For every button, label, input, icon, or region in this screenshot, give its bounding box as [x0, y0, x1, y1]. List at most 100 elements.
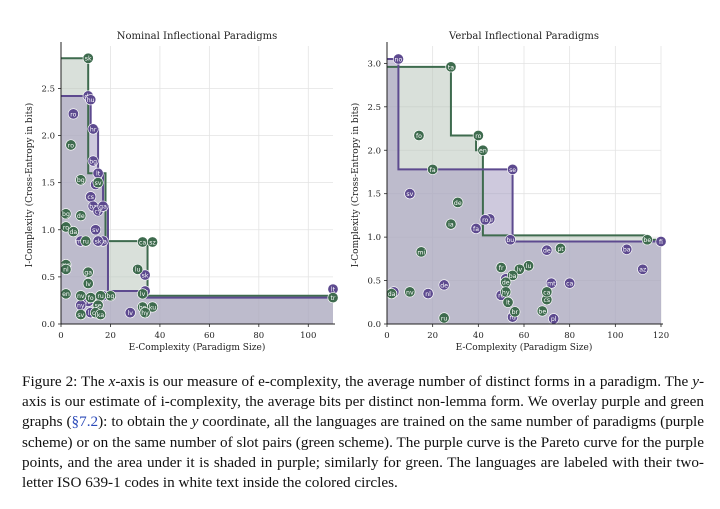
purple-point: [85, 94, 97, 106]
point-label: nl: [425, 291, 431, 298]
green-point: [80, 235, 92, 247]
green-point: [65, 139, 77, 151]
point-label: lv: [517, 267, 523, 274]
point-label: pl: [551, 316, 557, 323]
green-point: [327, 292, 339, 304]
purple-point: [92, 235, 104, 247]
x-tick-label: 80: [253, 331, 264, 341]
green-point: [132, 263, 144, 275]
caption-math-x: x: [108, 373, 116, 390]
point-label: ru: [97, 293, 104, 300]
purple-point: [504, 234, 516, 246]
point-label: ia: [448, 221, 454, 228]
point-label: de: [440, 282, 448, 289]
green-point: [502, 296, 514, 308]
point-label: fr: [499, 265, 504, 272]
chart-title: Verbal Inflectional Paradigms: [448, 31, 599, 42]
y-tick-label: 2.0: [367, 146, 381, 156]
point-label: lt: [96, 171, 101, 178]
purple-point: [507, 163, 519, 175]
nominal-chart: dehurohrbgltslcsbacygasvdaskmnsklvfifony…: [24, 31, 339, 353]
purple-point: [545, 277, 557, 289]
purple-point: [621, 243, 633, 255]
y-tick-label: 3.0: [367, 59, 381, 69]
point-label: ro: [498, 293, 504, 300]
x-tick-label: 120: [653, 331, 669, 341]
point-label: de: [77, 213, 85, 220]
point-label: lu: [135, 267, 141, 274]
green-point: [137, 288, 149, 300]
purple-point: [438, 279, 450, 291]
point-label: da: [388, 291, 396, 298]
point-label: en: [62, 291, 70, 298]
green-point: [82, 266, 94, 278]
point-label: fa: [473, 226, 479, 233]
purple-point: [541, 244, 553, 256]
point-label: ba: [509, 273, 517, 280]
x-tick-label: 100: [300, 331, 316, 341]
point-label: ga: [99, 204, 107, 211]
point-label: ba: [623, 247, 631, 254]
point-label: lv: [86, 281, 92, 288]
purple-point: [87, 123, 99, 135]
caption-text: Figure 2: The: [22, 373, 109, 390]
point-label: az: [639, 267, 646, 274]
point-label: ka: [97, 312, 104, 319]
x-tick-label: 40: [154, 331, 165, 341]
point-label: pt: [557, 246, 564, 253]
point-label: ru: [441, 315, 448, 322]
y-tick-label: 0.0: [41, 320, 55, 330]
point-label: ba: [89, 204, 97, 211]
y-tick-label: 1.5: [367, 190, 381, 200]
point-label: sv: [95, 180, 102, 187]
figure-caption: Figure 2: The x-axis is our measure of e…: [22, 372, 704, 493]
green-point: [536, 305, 548, 317]
section-reference-link[interactable]: §7.2: [71, 413, 99, 431]
purple-point: [422, 288, 434, 300]
point-label: ca: [566, 281, 573, 288]
purple-point: [470, 222, 482, 234]
point-label: fa: [430, 167, 436, 174]
caption-math-y: y: [191, 413, 199, 431]
point-label: sv: [77, 312, 84, 319]
purple-pareto-area: [387, 59, 661, 324]
green-point: [452, 196, 464, 208]
x-tick-label: 80: [564, 331, 575, 341]
caption-text: coordinate, all the languages are traine…: [22, 413, 704, 492]
point-label: cs: [544, 297, 551, 304]
figure-charts: dehurohrbgltslcsbacygasvdaskmnsklvfifony…: [24, 31, 669, 353]
y-tick-label: 0.5: [367, 277, 381, 287]
point-label: ru: [82, 238, 89, 245]
y-tick-label: 1.0: [367, 233, 381, 243]
green-point: [75, 174, 87, 186]
y-axis-label: I-Complexity (Cross-Entropy in bits): [24, 103, 35, 268]
point-label: no: [395, 56, 403, 63]
green-point: [146, 236, 158, 248]
y-axis-label: I-Complexity (Cross-Entropy in bits): [350, 103, 361, 268]
purple-point: [87, 155, 99, 167]
point-label: en: [479, 148, 487, 155]
point-label: fo: [416, 133, 422, 140]
point-label: sk: [95, 238, 102, 245]
point-label: ru: [509, 314, 516, 321]
caption-text: ): to obtain the: [98, 413, 192, 431]
x-tick-label: 0: [384, 331, 389, 341]
point-label: ca: [543, 289, 550, 296]
point-label: ro: [475, 133, 481, 140]
y-tick-label: 2.5: [41, 84, 55, 94]
point-label: se: [95, 303, 102, 310]
green-point: [509, 306, 521, 318]
point-label: nl: [63, 267, 69, 274]
point-label: fi: [659, 239, 663, 246]
point-label: sv: [406, 191, 413, 198]
caption-text: -axis is our measure of e-complexity, th…: [115, 373, 693, 390]
point-label: hu: [87, 97, 95, 104]
green-point: [386, 288, 398, 300]
x-tick-label: 60: [519, 331, 530, 341]
point-label: da: [69, 229, 77, 236]
point-label: ro: [68, 142, 74, 149]
y-tick-label: 0.0: [367, 320, 381, 330]
point-label: bg: [89, 158, 97, 165]
purple-point: [655, 235, 667, 247]
purple-point: [404, 188, 416, 200]
